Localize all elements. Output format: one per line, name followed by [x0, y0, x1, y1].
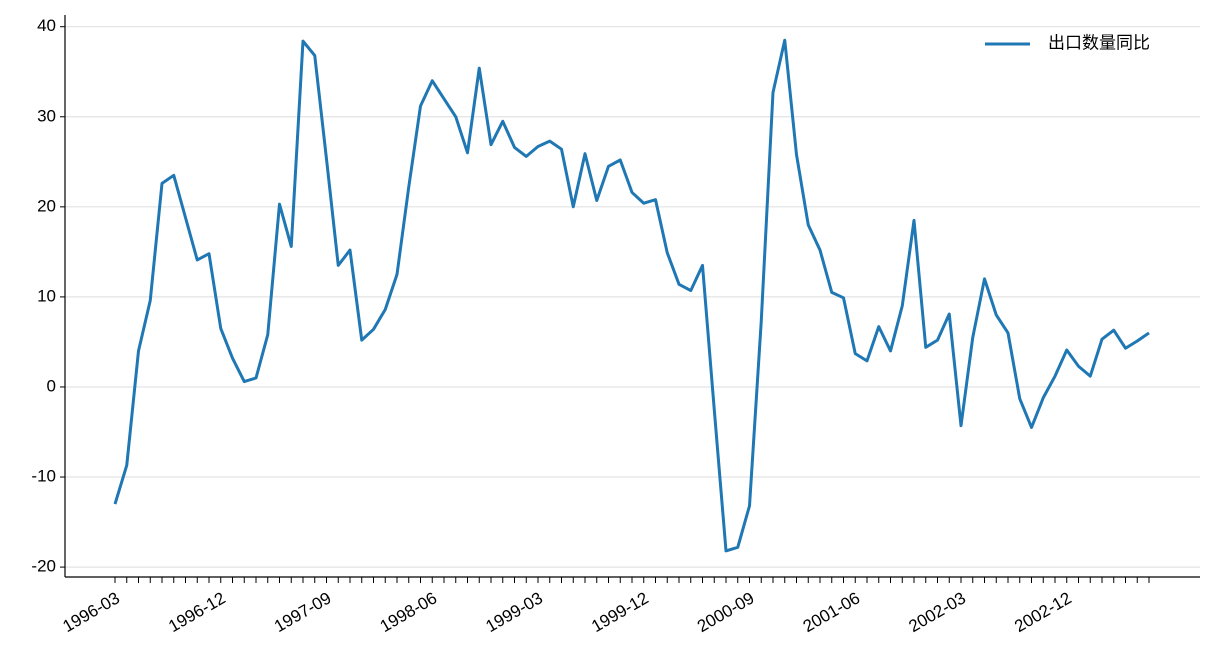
- y-tick-label: 0: [47, 376, 56, 395]
- x-tick-label: 1998-06: [377, 588, 441, 636]
- x-tick-label: 2002-12: [1011, 588, 1075, 636]
- x-tick-label: 1997-09: [271, 588, 335, 636]
- y-tick-label: -10: [31, 467, 56, 486]
- legend-label: 出口数量同比: [1048, 33, 1150, 52]
- y-tick-label: 30: [37, 106, 56, 125]
- x-tick-label: 1996-03: [59, 588, 123, 636]
- y-tick-label: 40: [37, 16, 56, 35]
- series-line: [113, 38, 1150, 553]
- x-tick-label: 2001-06: [800, 588, 864, 636]
- x-tick-label: 2000-09: [694, 588, 758, 636]
- x-tick-label: 1999-12: [588, 588, 652, 636]
- y-tick-label: -20: [31, 557, 56, 576]
- x-tick-label: 1996-12: [165, 588, 229, 636]
- x-tick-label: 2002-03: [905, 588, 969, 636]
- y-tick-label: 20: [37, 196, 56, 215]
- y-tick-label: 10: [37, 286, 56, 305]
- x-tick-label: 1999-03: [482, 588, 546, 636]
